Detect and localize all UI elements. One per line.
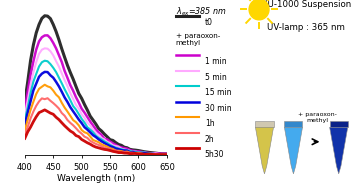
Text: t0: t0 [205, 18, 213, 27]
Text: NU-1000 Suspension: NU-1000 Suspension [261, 0, 351, 9]
Circle shape [249, 0, 269, 20]
Text: $\lambda_{ex}$=385 nm: $\lambda_{ex}$=385 nm [176, 6, 227, 18]
Text: 2h: 2h [205, 135, 214, 144]
Text: 1 min: 1 min [205, 57, 226, 66]
FancyBboxPatch shape [256, 121, 274, 127]
Text: + paraoxon-
methyl: + paraoxon- methyl [297, 112, 337, 123]
Text: + paraoxon-
methyl: + paraoxon- methyl [176, 33, 220, 46]
Polygon shape [256, 127, 274, 174]
Text: UV-lamp : 365 nm: UV-lamp : 365 nm [267, 23, 345, 32]
X-axis label: Wavelength (nm): Wavelength (nm) [57, 174, 135, 183]
FancyBboxPatch shape [284, 121, 302, 127]
Polygon shape [284, 127, 302, 174]
Text: 15 min: 15 min [205, 88, 231, 97]
Polygon shape [330, 127, 348, 174]
FancyBboxPatch shape [330, 121, 348, 127]
Text: 5 min: 5 min [205, 73, 226, 82]
Text: 1h: 1h [205, 119, 214, 128]
Text: 5h30: 5h30 [205, 150, 224, 159]
Text: 30 min: 30 min [205, 104, 231, 113]
